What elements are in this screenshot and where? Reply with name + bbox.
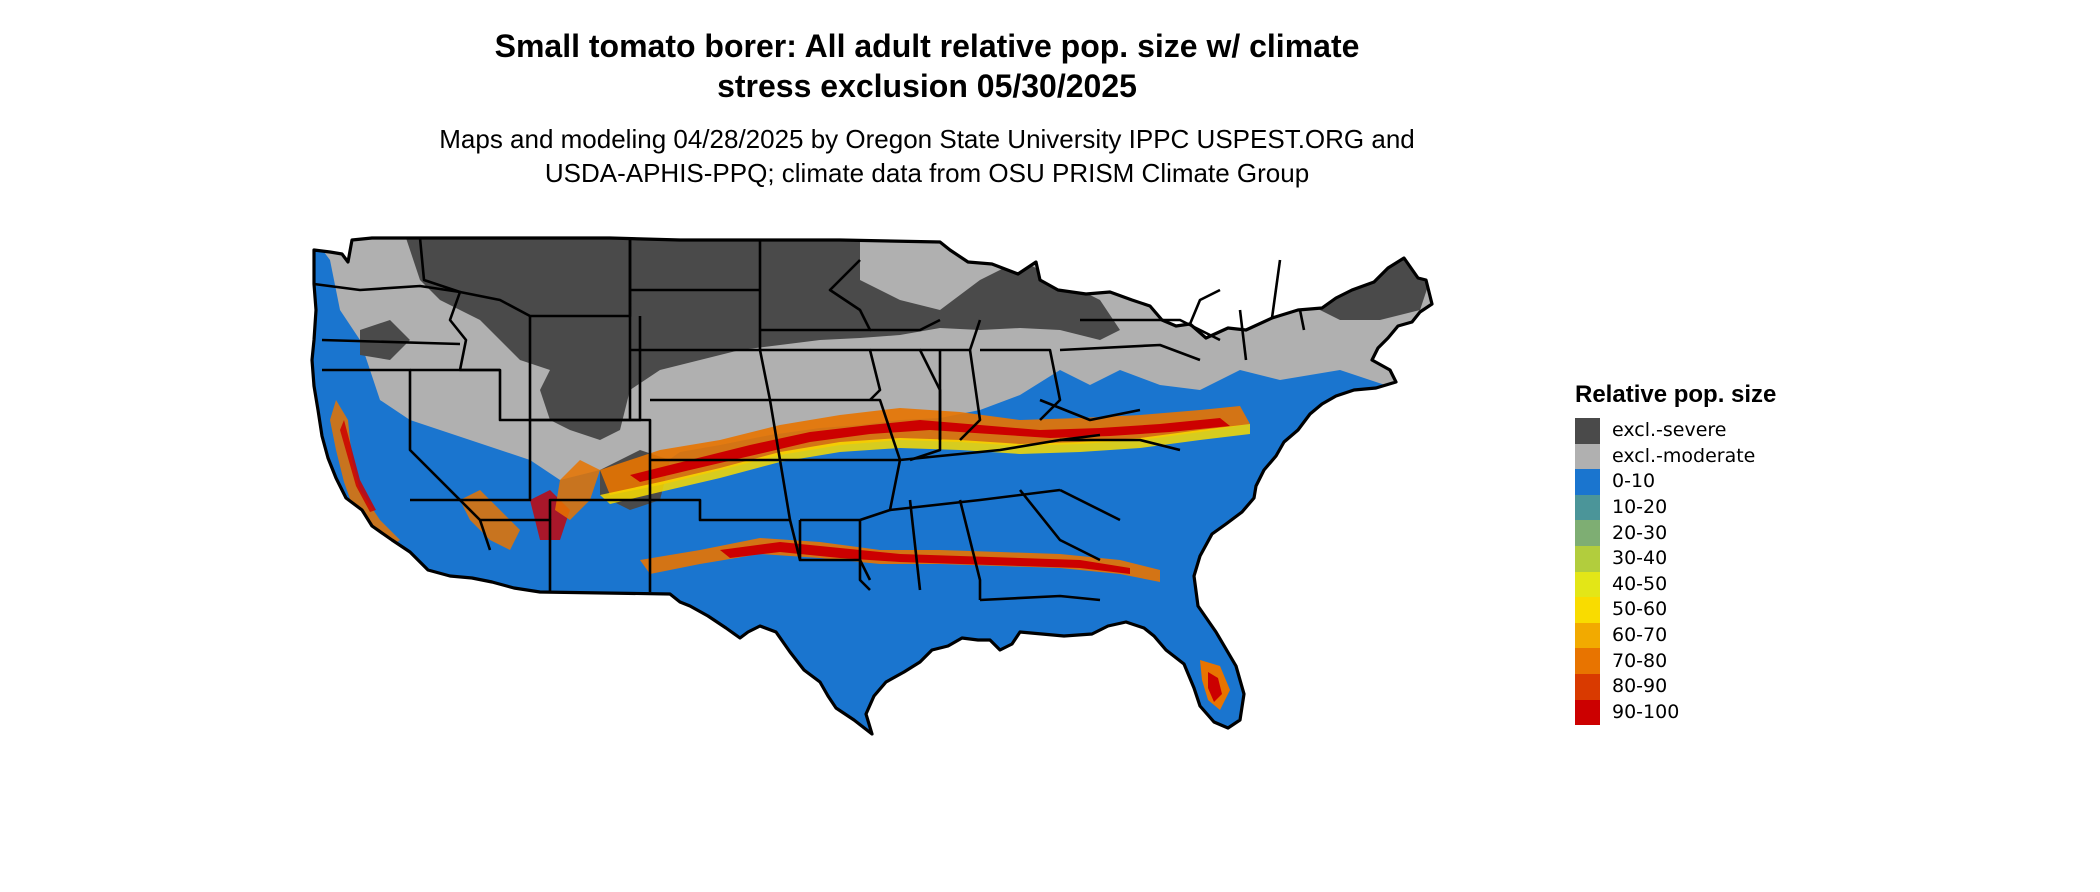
legend-item: 70-80 (1575, 648, 1875, 674)
legend-label: 60-70 (1612, 624, 1668, 647)
legend-label: excl.-moderate (1612, 444, 1756, 467)
legend-label: 0-10 (1612, 470, 1656, 493)
map-subtitle: Maps and modeling 04/28/2025 by Oregon S… (0, 122, 1854, 190)
legend-item: 90-100 (1575, 699, 1875, 726)
legend-swatch (1575, 469, 1600, 495)
legend-swatch (1575, 597, 1600, 623)
legend-label: 10-20 (1612, 496, 1668, 519)
subtitle-line-1: Maps and modeling 04/28/2025 by Oregon S… (439, 124, 1415, 154)
legend-swatch (1575, 443, 1600, 470)
legend-items: excl.-severe excl.-moderate 0-10 10-20 20-30… (1575, 418, 1875, 726)
legend-item: 50-60 (1575, 597, 1875, 623)
legend: Relative pop. size excl.-severe excl.-mod… (1575, 380, 1875, 726)
legend-swatch (1575, 418, 1600, 444)
legend-item: excl.-severe (1575, 418, 1875, 444)
legend-label: excl.-severe (1612, 419, 1727, 442)
legend-label: 20-30 (1612, 521, 1668, 544)
legend-swatch (1575, 545, 1600, 572)
title-line-1: Small tomato borer: All adult relative p… (494, 28, 1360, 64)
legend-label: 90-100 (1612, 700, 1680, 723)
legend-swatch (1575, 648, 1600, 674)
legend-swatch (1575, 520, 1600, 546)
legend-label: 30-40 (1612, 547, 1668, 570)
legend-item: 40-50 (1575, 571, 1875, 598)
state-boundaries (310, 236, 1434, 736)
us-map (300, 220, 1560, 890)
legend-item: 80-90 (1575, 673, 1875, 700)
legend-item: 0-10 (1575, 469, 1875, 495)
map-title: Small tomato borer: All adult relative p… (0, 26, 1854, 106)
legend-swatch (1575, 699, 1600, 726)
legend-swatch (1575, 494, 1600, 521)
legend-item: 20-30 (1575, 520, 1875, 546)
map-svg (310, 236, 1434, 736)
legend-item: 30-40 (1575, 545, 1875, 572)
legend-item: 60-70 (1575, 622, 1875, 649)
legend-label: 80-90 (1612, 675, 1668, 698)
suitability-raster (312, 238, 1432, 734)
legend-swatch (1575, 673, 1600, 700)
subtitle-line-2: USDA-APHIS-PPQ; climate data from OSU PR… (544, 158, 1310, 188)
legend-swatch (1575, 622, 1600, 649)
legend-item: 10-20 (1575, 494, 1875, 521)
legend-title: Relative pop. size (1575, 381, 1777, 408)
title-line-2: stress exclusion 05/30/2025 (717, 68, 1137, 104)
legend-label: 50-60 (1612, 598, 1668, 621)
legend-swatch (1575, 571, 1600, 598)
legend-label: 70-80 (1612, 649, 1668, 672)
legend-label: 40-50 (1612, 572, 1668, 595)
legend-item: excl.-moderate (1575, 443, 1875, 470)
